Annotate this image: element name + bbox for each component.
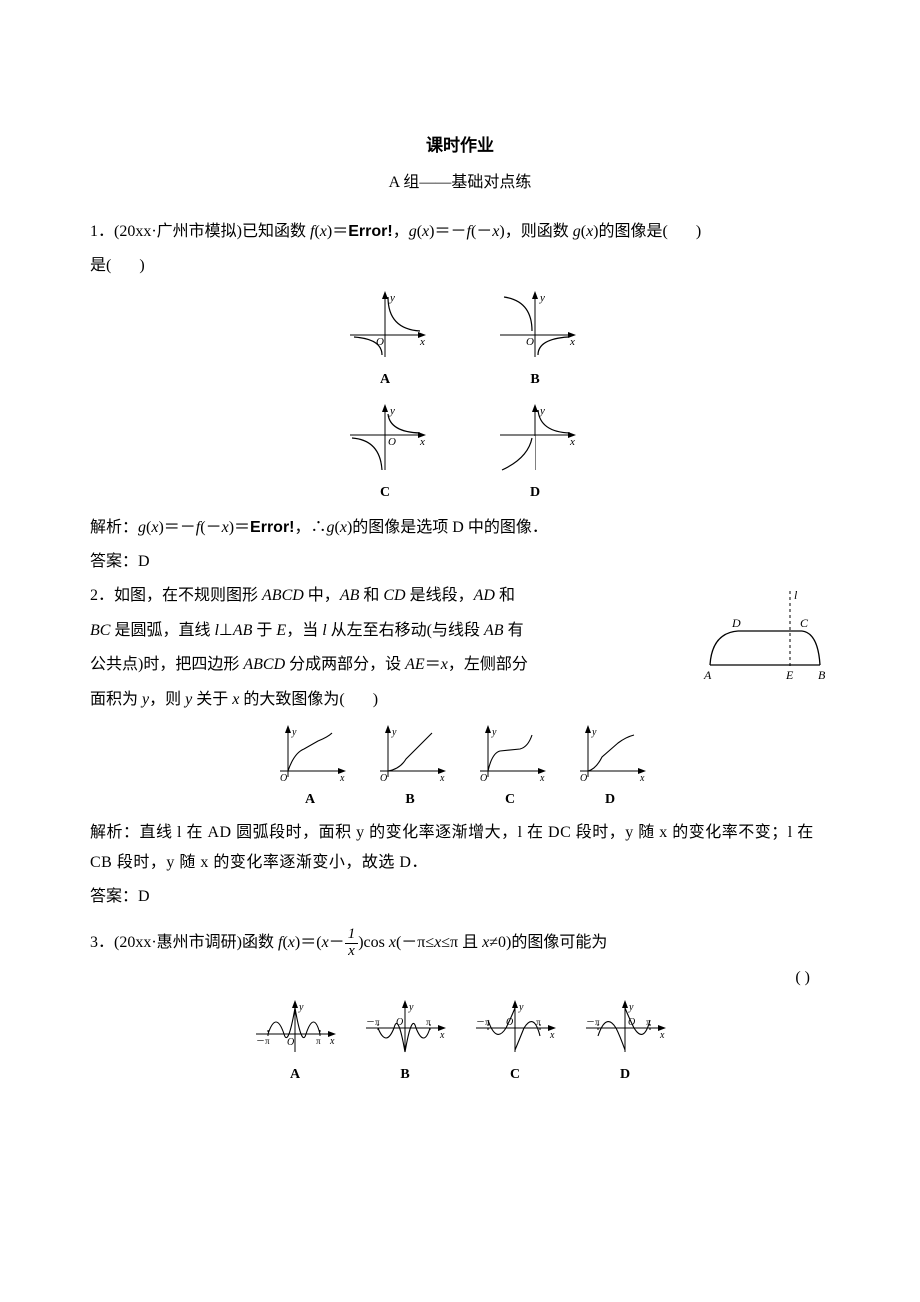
svg-text:y: y <box>291 727 297 738</box>
svg-text:O: O <box>287 1037 294 1048</box>
q1-fig-A: y x O <box>340 287 430 365</box>
svg-text:y: y <box>628 1002 634 1013</box>
q2-answer: 答案：D <box>90 882 830 912</box>
q1-fig-D: y x O <box>490 400 580 478</box>
q1-stem-2: 是() <box>90 251 830 281</box>
svg-text:O: O <box>580 773 587 784</box>
svg-text:x: x <box>539 773 545 784</box>
svg-text:y: y <box>591 727 597 738</box>
q1-fig-B: y x O <box>490 287 580 365</box>
q2-fig-B: y x O <box>370 723 450 785</box>
q1-fig-row2: y x O C y x O D <box>90 400 830 507</box>
svg-text:x: x <box>419 436 425 448</box>
svg-text:x: x <box>419 336 425 348</box>
q2-analysis: 解析：直线 l 在 AD 圆弧段时，面积 y 的变化率逐渐增大，l 在 DC 段… <box>90 818 830 879</box>
svg-text:O: O <box>388 436 396 448</box>
q2-fig-A: y x O <box>270 723 350 785</box>
q3-fig-C: y x O －π π <box>470 998 560 1060</box>
svg-text:O: O <box>376 336 384 348</box>
svg-text:y: y <box>539 292 545 304</box>
svg-text:O: O <box>526 336 534 348</box>
q1-answer: 答案：D <box>90 547 830 577</box>
svg-text:x: x <box>439 773 445 784</box>
svg-text:π: π <box>316 1036 321 1046</box>
svg-text:y: y <box>389 292 395 304</box>
svg-text:y: y <box>298 1002 304 1013</box>
svg-text:x: x <box>439 1030 445 1041</box>
svg-text:D: D <box>731 616 741 630</box>
svg-text:B: B <box>818 668 826 682</box>
q1-analysis: 解析：g(x)＝－f(－x)＝Error!，∴g(x)的图像是选项 D 中的图像… <box>90 513 830 543</box>
svg-text:－π: －π <box>256 1036 270 1046</box>
svg-text:O: O <box>480 773 487 784</box>
title-main: 课时作业 <box>90 130 830 162</box>
q3-stem: 3．(20xx·惠州市调研)函数 f(x)＝(x－1x)cos x(－π≤x≤π… <box>90 927 830 960</box>
svg-text:O: O <box>396 1017 403 1028</box>
svg-text:y: y <box>391 727 397 738</box>
svg-text:x: x <box>329 1036 335 1047</box>
q2-fig-D: y x O <box>570 723 650 785</box>
title-sub: A 组——基础对点练 <box>90 168 830 198</box>
svg-text:l: l <box>794 588 798 602</box>
svg-text:y: y <box>539 405 545 417</box>
svg-text:O: O <box>280 773 287 784</box>
q2-fig-C: y x O <box>470 723 550 785</box>
svg-text:x: x <box>659 1030 665 1041</box>
svg-text:x: x <box>549 1030 555 1041</box>
q3-fig-D: y x O －π π <box>580 998 670 1060</box>
q2-fig-row: y x O A y x O B y x O <box>90 723 830 814</box>
q3-paren: ( ) <box>90 963 830 993</box>
svg-text:y: y <box>491 727 497 738</box>
svg-text:x: x <box>569 436 575 448</box>
svg-text:x: x <box>339 773 345 784</box>
q3-fig-B: y x O －π π <box>360 998 450 1060</box>
svg-text:x: x <box>639 773 645 784</box>
svg-text:O: O <box>380 773 387 784</box>
q1-stem: 1．(20xx·广州市模拟)已知函数 f(x)＝Error!，g(x)＝－f(－… <box>90 217 830 247</box>
svg-text:y: y <box>408 1002 414 1013</box>
svg-text:A: A <box>703 668 712 682</box>
svg-text:x: x <box>569 336 575 348</box>
svg-text:y: y <box>518 1002 524 1013</box>
svg-text:C: C <box>800 616 809 630</box>
q3-fig-A: y x O －π π <box>250 998 340 1060</box>
svg-text:E: E <box>785 668 794 682</box>
q2-inline-fig: l D C A E B <box>690 585 830 696</box>
q1-fig-row1: y x O A y x O B <box>90 287 830 394</box>
q3-fig-row: y x O －π π A y x O －π π <box>90 998 830 1089</box>
svg-text:y: y <box>389 405 395 417</box>
q1-fig-C: y x O <box>340 400 430 478</box>
